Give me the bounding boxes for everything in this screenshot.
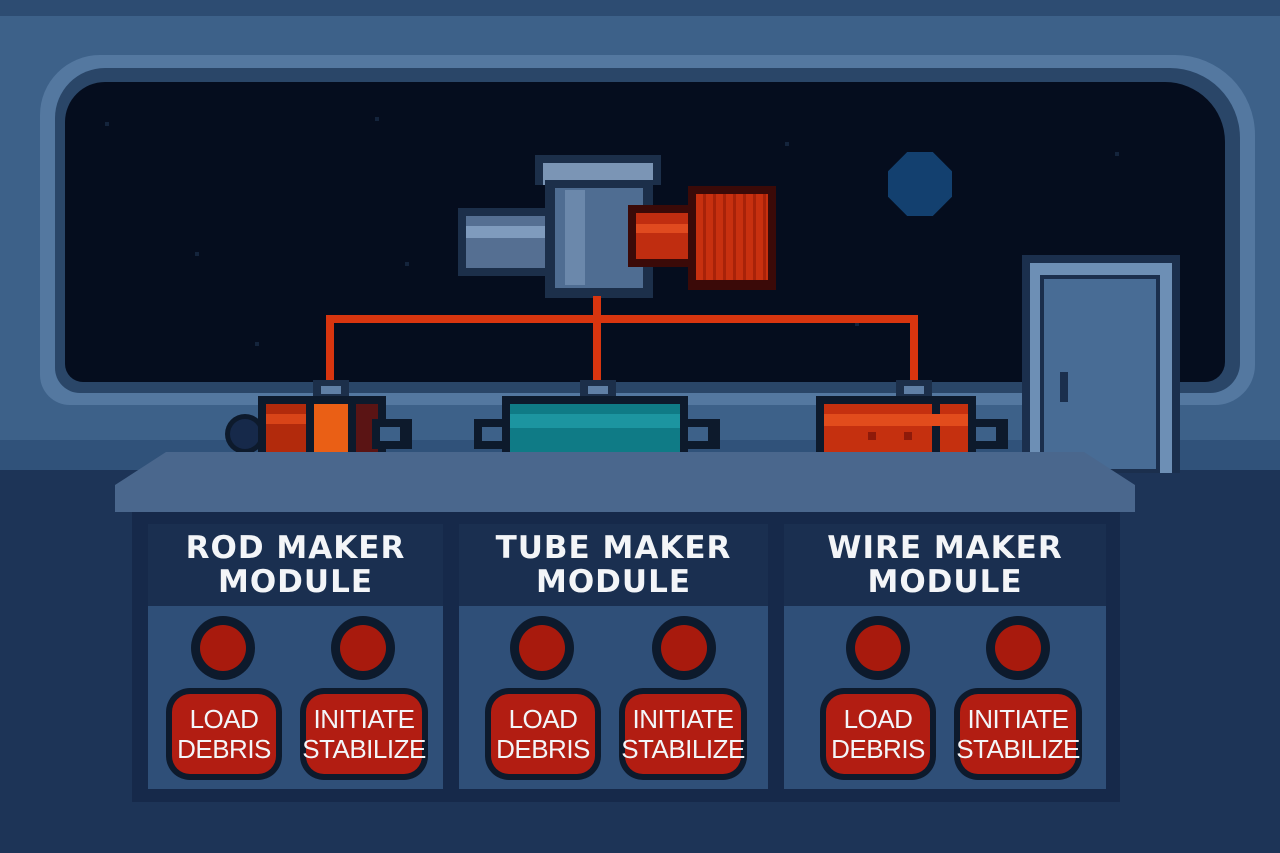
button-label-line2: DEBRIS <box>177 734 271 764</box>
door-icon[interactable] <box>1040 275 1160 473</box>
wire-maker-rivet <box>868 432 876 440</box>
load-debris-button[interactable]: LOAD DEBRIS <box>166 688 282 780</box>
planet-icon <box>888 152 952 216</box>
load-indicator-light <box>191 616 255 680</box>
load-debris-button-face[interactable]: LOAD DEBRIS <box>491 694 595 774</box>
tube-pipe-connector <box>580 380 616 400</box>
star <box>785 142 789 146</box>
extruder-nozzle-neck-body <box>636 213 696 259</box>
rod-pipe-connector <box>313 380 349 400</box>
button-label-line2: DEBRIS <box>496 734 590 764</box>
wire-maker-highlight <box>824 414 968 426</box>
wire-maker-rivet <box>904 432 912 440</box>
module-header: ROD MAKER MODULE <box>148 524 443 606</box>
module-title-line1: WIRE MAKER <box>827 530 1063 566</box>
wire-pipe-connector <box>896 380 932 400</box>
pipe-to-wire-module <box>910 315 918 381</box>
module-title-line1: ROD MAKER <box>185 530 406 566</box>
initiate-stabilize-button[interactable]: INITIATE STABILIZE <box>954 688 1082 780</box>
module-header: WIRE MAKER MODULE <box>784 524 1106 606</box>
module-header: TUBE MAKER MODULE <box>459 524 768 606</box>
tube-machine-output-plug <box>680 419 720 449</box>
extruder-barrel-highlight <box>466 226 552 238</box>
star <box>855 322 859 326</box>
initiate-stabilize-button[interactable]: INITIATE STABILIZE <box>300 688 428 780</box>
wire-machine-output-plug <box>968 419 1008 449</box>
button-label-line1: INITIATE <box>967 704 1069 734</box>
module-title-line2: MODULE <box>217 564 374 600</box>
star <box>405 262 409 266</box>
extruder-hopper-highlight <box>565 190 585 285</box>
button-label-line2: STABILIZE <box>956 734 1080 764</box>
rod-maker-highlight <box>266 414 306 424</box>
module-title-line2: MODULE <box>535 564 692 600</box>
button-label-line1: LOAD <box>508 704 578 734</box>
initiate-indicator-light <box>652 616 716 680</box>
module-title-line2: MODULE <box>867 564 1023 600</box>
ceiling-band <box>0 0 1280 16</box>
pipe-trunk <box>593 296 601 380</box>
load-debris-button-face[interactable]: LOAD DEBRIS <box>826 694 930 774</box>
extruder-nozzle-highlight <box>636 224 696 233</box>
star <box>1115 152 1119 156</box>
initiate-stabilize-button-face[interactable]: INITIATE STABILIZE <box>621 694 745 774</box>
initiate-indicator-light <box>986 616 1050 680</box>
button-label-line1: INITIATE <box>632 704 734 734</box>
tube-maker-module-panel: TUBE MAKER MODULE LOAD DEBRIS INITIATE S… <box>459 524 768 789</box>
pipe-manifold <box>326 315 918 323</box>
star <box>255 342 259 346</box>
rod-maker-module-panel: ROD MAKER MODULE LOAD DEBRIS INITIATE ST… <box>148 524 443 789</box>
load-indicator-light <box>510 616 574 680</box>
rod-machine-knob-face <box>230 419 260 449</box>
extruder-nozzle-coils <box>696 194 768 280</box>
door-handle[interactable] <box>1060 372 1068 402</box>
initiate-stabilize-button-face[interactable]: INITIATE STABILIZE <box>956 694 1080 774</box>
module-title-line1: TUBE MAKER <box>495 530 732 566</box>
initiate-stabilize-button-face[interactable]: INITIATE STABILIZE <box>302 694 426 774</box>
star <box>105 122 109 126</box>
load-debris-button[interactable]: LOAD DEBRIS <box>820 688 936 780</box>
button-label-line2: STABILIZE <box>621 734 745 764</box>
button-label-line2: STABILIZE <box>302 734 426 764</box>
wire-maker-module-panel: WIRE MAKER MODULE LOAD DEBRIS INITIATE S… <box>784 524 1106 789</box>
initiate-indicator-light <box>331 616 395 680</box>
load-debris-button[interactable]: LOAD DEBRIS <box>485 688 601 780</box>
tube-maker-highlight <box>510 414 680 428</box>
button-label-line1: INITIATE <box>313 704 415 734</box>
initiate-stabilize-button[interactable]: INITIATE STABILIZE <box>619 688 747 780</box>
button-label-line1: LOAD <box>189 704 259 734</box>
console-countertop <box>115 452 1135 512</box>
extruder-hopper-opening <box>543 163 653 185</box>
button-label-line2: DEBRIS <box>831 734 925 764</box>
rod-machine-output-plug <box>372 419 412 449</box>
load-indicator-light <box>846 616 910 680</box>
star <box>375 117 379 121</box>
load-debris-button-face[interactable]: LOAD DEBRIS <box>172 694 276 774</box>
pipe-to-rod-module <box>326 315 334 381</box>
star <box>195 252 199 256</box>
button-label-line1: LOAD <box>843 704 913 734</box>
extruder-barrel-body <box>466 216 552 268</box>
